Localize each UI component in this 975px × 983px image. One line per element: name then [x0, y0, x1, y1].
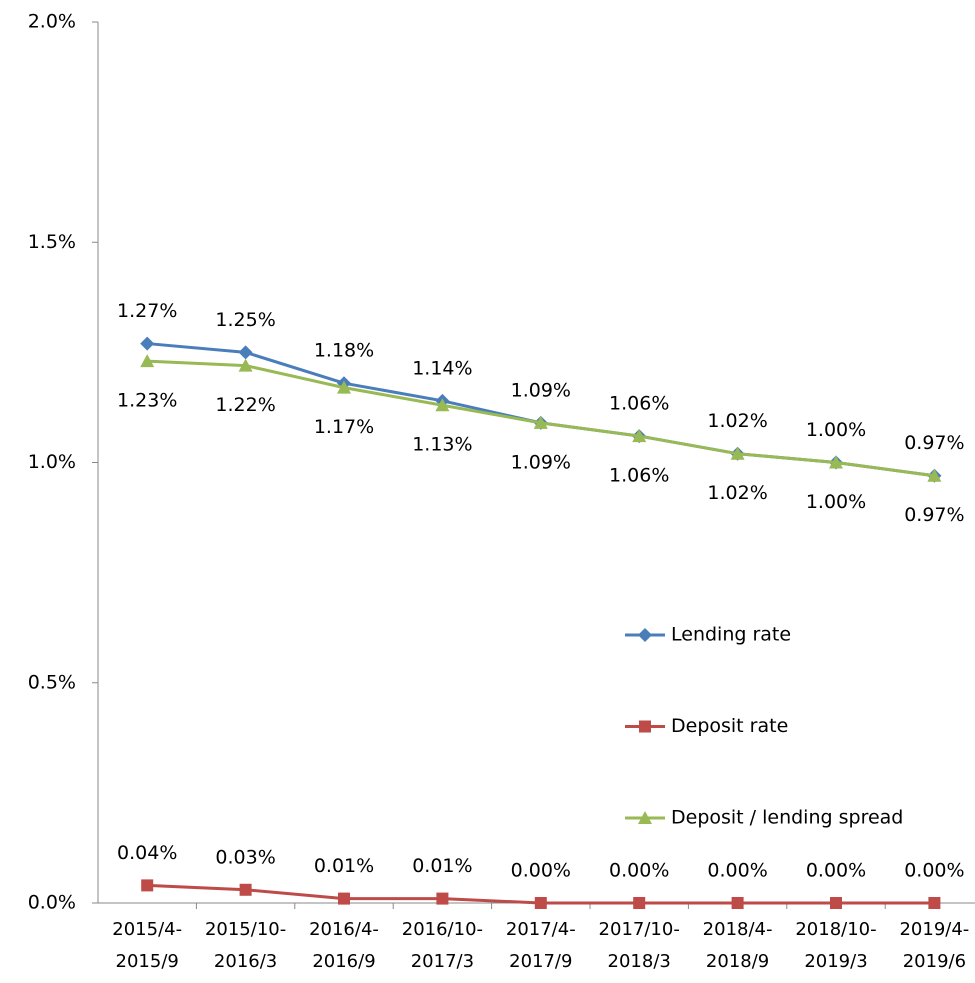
marker: [141, 879, 154, 892]
x-tick-label: 2018/10- 2019/3: [795, 919, 877, 972]
data-label: 1.14%: [412, 357, 472, 379]
marker: [436, 892, 449, 905]
y-tick-label: 1.0%: [28, 451, 76, 473]
x-tick-label: 2017/10- 2018/3: [598, 919, 680, 972]
x-tick-label: 2016/4- 2016/9: [309, 919, 379, 972]
data-label: 1.00%: [806, 491, 866, 513]
data-label: 0.03%: [215, 846, 275, 868]
x-tick-label: 2015/4- 2015/9: [112, 919, 183, 972]
legend-label: Lending rate: [671, 624, 791, 646]
legend-label: Deposit rate: [671, 715, 788, 737]
marker: [730, 446, 745, 460]
data-label: 1.02%: [707, 410, 767, 432]
marker: [633, 897, 646, 909]
data-label: 1.06%: [609, 465, 669, 487]
data-label: 0.00%: [806, 860, 866, 882]
marker: [238, 345, 253, 360]
x-tick-label: 2016/10- 2017/3: [401, 919, 484, 972]
data-label: 1.13%: [412, 434, 472, 456]
marker: [238, 358, 253, 372]
data-label: 1.09%: [511, 379, 571, 401]
marker: [731, 897, 744, 909]
marker: [140, 354, 155, 368]
data-label: 1.00%: [806, 419, 866, 441]
marker: [927, 468, 942, 482]
marker: [239, 883, 252, 896]
marker: [830, 897, 842, 909]
marker: [639, 720, 651, 733]
x-tick-label: 2018/4- 2018/9: [702, 919, 773, 972]
y-tick-label: 0.5%: [28, 671, 76, 693]
data-label: 0.00%: [511, 860, 571, 882]
data-label: 0.01%: [314, 855, 374, 877]
x-tick-label: 2019/4- 2019/6: [899, 919, 970, 972]
marker: [638, 811, 652, 824]
data-label: 1.02%: [707, 482, 767, 504]
data-label: 1.09%: [511, 451, 571, 473]
x-tick-label: 2015/10- 2016/3: [204, 919, 287, 972]
data-label: 1.23%: [117, 390, 177, 412]
data-label: 0.00%: [609, 860, 669, 882]
legend-label: Deposit / lending spread: [671, 807, 903, 829]
marker: [638, 628, 652, 642]
marker: [534, 897, 547, 909]
data-label: 0.01%: [412, 855, 472, 877]
data-label: 1.18%: [314, 340, 374, 362]
data-label: 1.17%: [314, 416, 374, 438]
data-label: 0.97%: [904, 504, 964, 526]
data-label: 1.25%: [215, 309, 275, 331]
data-label: 1.22%: [215, 394, 275, 416]
y-tick-label: 2.0%: [28, 11, 76, 33]
marker: [632, 429, 647, 443]
data-label: 0.04%: [117, 842, 177, 864]
marker: [338, 892, 350, 905]
marker: [928, 897, 941, 909]
y-tick-label: 0.0%: [28, 892, 76, 914]
y-tick-label: 1.5%: [28, 231, 76, 253]
marker: [533, 415, 548, 429]
marker: [140, 336, 155, 351]
data-label: 0.00%: [707, 860, 767, 882]
marker: [829, 455, 843, 469]
x-tick-label: 2017/4- 2017/9: [505, 919, 576, 972]
data-label: 1.06%: [609, 393, 669, 415]
data-label: 0.00%: [904, 860, 964, 882]
marker: [435, 398, 450, 412]
marker: [337, 380, 351, 394]
data-label: 1.27%: [117, 300, 177, 322]
data-label: 0.97%: [904, 432, 964, 454]
